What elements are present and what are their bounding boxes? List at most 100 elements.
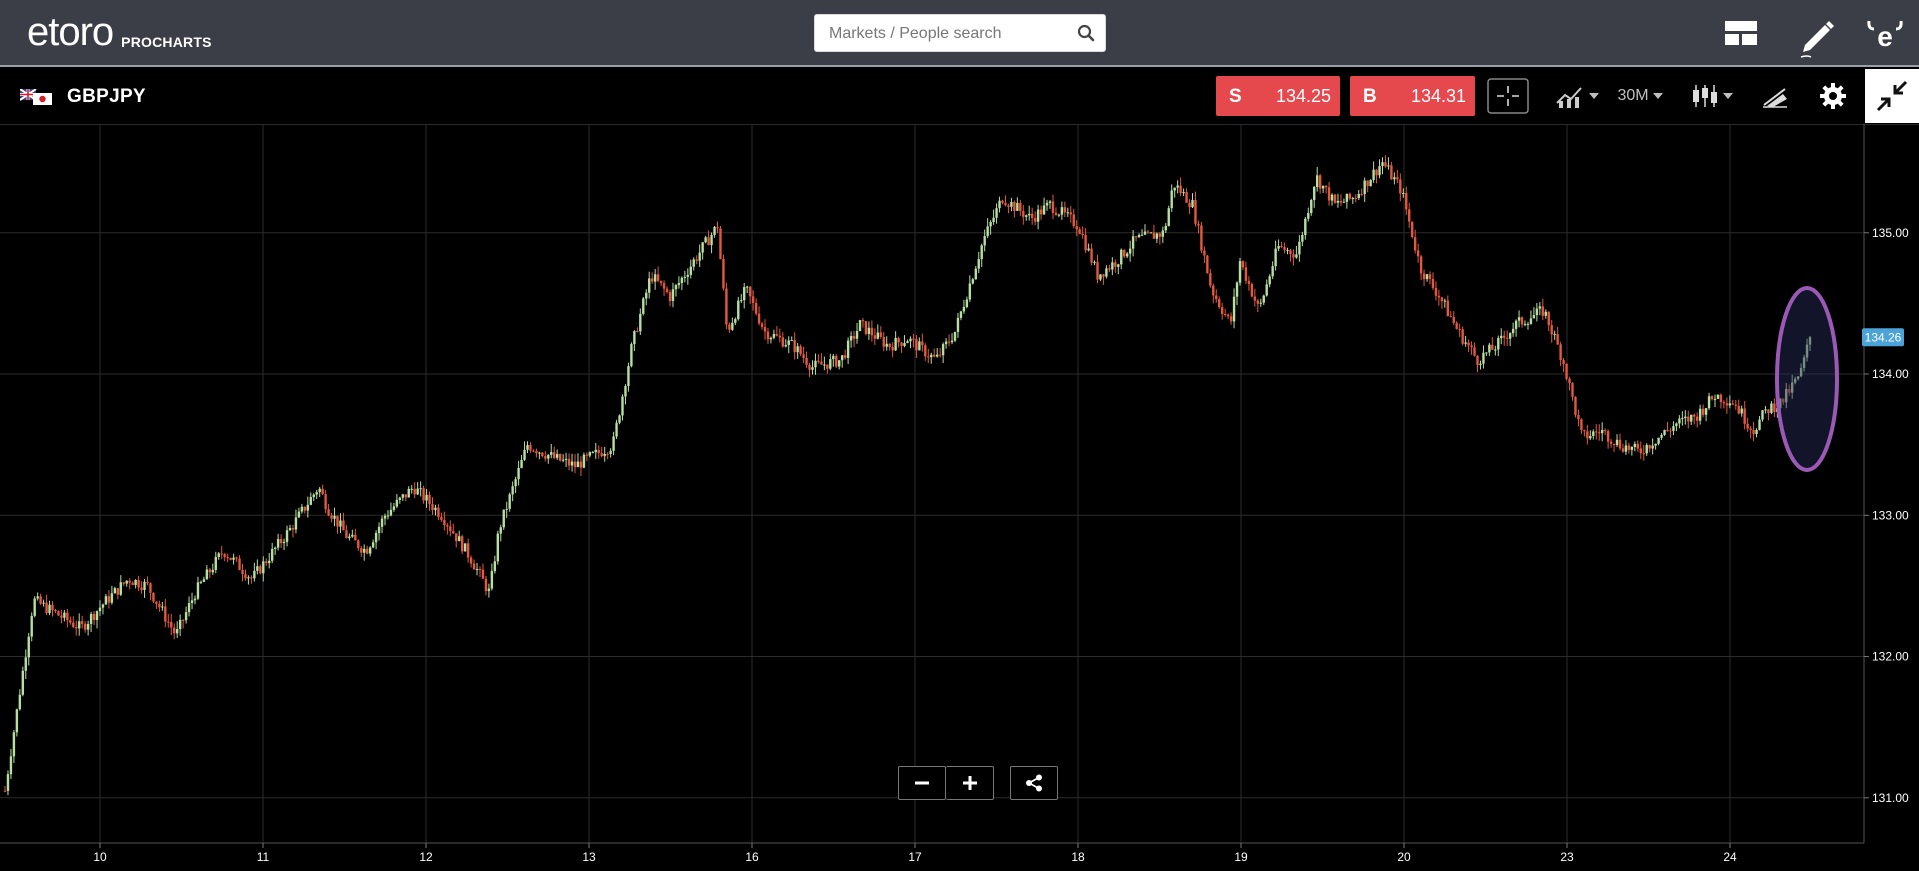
candle-body <box>419 488 422 490</box>
candle-body <box>725 288 728 325</box>
candle-body <box>927 356 930 358</box>
candle-body <box>1473 347 1476 356</box>
x-tick-label: 20 <box>1397 850 1411 864</box>
candle-body <box>354 534 357 541</box>
candle-body <box>763 326 767 332</box>
candle-body <box>713 226 716 235</box>
search-icon[interactable] <box>1077 24 1095 47</box>
candle-body <box>508 494 511 509</box>
candle-body <box>751 296 755 303</box>
candle-body <box>1541 306 1545 316</box>
candle-body <box>416 488 419 495</box>
timeframe-select[interactable]: 30M <box>1615 75 1665 117</box>
search-input[interactable] <box>827 23 1071 45</box>
candle-body <box>846 340 850 358</box>
candle-body <box>1271 266 1274 277</box>
candle-body <box>1072 214 1075 227</box>
candle-body <box>1526 323 1530 325</box>
candle-body <box>1529 318 1533 324</box>
candle-body <box>740 300 743 302</box>
candle-body <box>1618 439 1622 449</box>
layout-icon[interactable] <box>1723 15 1759 51</box>
candle-body <box>116 588 120 595</box>
y-tick-label: 132.00 <box>1872 650 1909 664</box>
indicators-button[interactable] <box>1551 75 1603 117</box>
candle-body <box>1259 302 1262 304</box>
search-box[interactable] <box>814 14 1106 52</box>
sell-button[interactable]: S 134.25 <box>1216 76 1340 116</box>
candle-body <box>63 612 66 618</box>
candle-body <box>1048 201 1052 203</box>
price-chart[interactable]: 10 11 12 13 16 17 18 19 20 23 24 135.00 134.00 133.0… <box>0 124 1919 871</box>
candle-body <box>363 548 366 553</box>
candle-body <box>728 324 731 330</box>
candle-body <box>104 596 108 605</box>
candle-body <box>573 461 577 468</box>
drawing-tools-button[interactable] <box>1755 75 1795 117</box>
candle-body <box>745 286 749 288</box>
candle-body <box>360 548 363 553</box>
candle-body <box>1568 378 1571 384</box>
candle-body <box>1405 192 1408 210</box>
etoro-avatar-icon[interactable]: e <box>1865 15 1903 52</box>
candle-body <box>1799 368 1803 377</box>
candle-body <box>909 338 912 342</box>
candle-body <box>855 331 859 339</box>
crosshair-icon <box>1487 78 1529 114</box>
candle-body <box>1001 200 1004 203</box>
buy-label: B <box>1363 86 1377 107</box>
candle-body <box>1330 194 1334 201</box>
candle-body <box>624 386 627 397</box>
candle-body <box>1244 267 1248 281</box>
candle-body <box>1173 187 1176 191</box>
candle-body <box>627 366 630 387</box>
zoom-out-button[interactable] <box>898 766 946 800</box>
candle-body <box>288 528 292 531</box>
share-button-frame[interactable] <box>1010 766 1058 800</box>
settings-button[interactable] <box>1813 75 1853 117</box>
candle-body <box>181 619 185 621</box>
candle-body <box>268 560 271 564</box>
candle-body <box>1102 274 1105 277</box>
etoro-logo[interactable]: etoro PROCHARTS <box>27 12 212 52</box>
candle-body <box>1592 431 1595 436</box>
candle-body <box>205 569 209 580</box>
candle-body <box>455 533 458 542</box>
zoom-in-button[interactable] <box>946 766 994 800</box>
candle-body <box>1339 200 1343 203</box>
instrument-symbol[interactable]: GBPJPY <box>67 86 146 107</box>
candle-body <box>312 494 315 498</box>
candle-body <box>223 554 226 558</box>
candle-body <box>668 292 672 301</box>
candle-body <box>1375 169 1378 176</box>
candle-body <box>1203 250 1206 256</box>
candle-body <box>615 422 618 437</box>
candle-body <box>1687 416 1690 422</box>
candle-body <box>1384 162 1387 167</box>
edit-pencil-icon[interactable] <box>1797 15 1834 58</box>
candle-body <box>529 445 532 451</box>
candle-body <box>54 610 57 612</box>
candle-body <box>1274 248 1277 267</box>
candle-body <box>677 283 681 286</box>
collapse-icon <box>1876 80 1908 112</box>
candle-body <box>555 454 559 458</box>
candle-body <box>829 359 832 369</box>
candle-body <box>1734 404 1737 406</box>
candle-body <box>642 298 645 314</box>
candle-body <box>1606 431 1610 442</box>
candle-body <box>701 242 704 253</box>
collapse-button[interactable] <box>1865 69 1919 123</box>
candle-body <box>1612 443 1616 445</box>
crosshair-button[interactable] <box>1487 75 1529 117</box>
chart-type-button[interactable] <box>1685 75 1739 117</box>
candle-body <box>18 694 22 710</box>
candle-body <box>1123 249 1126 257</box>
candle-body <box>775 334 779 336</box>
candle-body <box>1238 261 1242 283</box>
buy-button[interactable]: B 134.31 <box>1350 76 1475 116</box>
candle-body <box>1416 250 1420 257</box>
candle-body <box>1535 308 1539 316</box>
candle-body <box>1410 221 1414 238</box>
share-button[interactable] <box>1010 766 1058 800</box>
